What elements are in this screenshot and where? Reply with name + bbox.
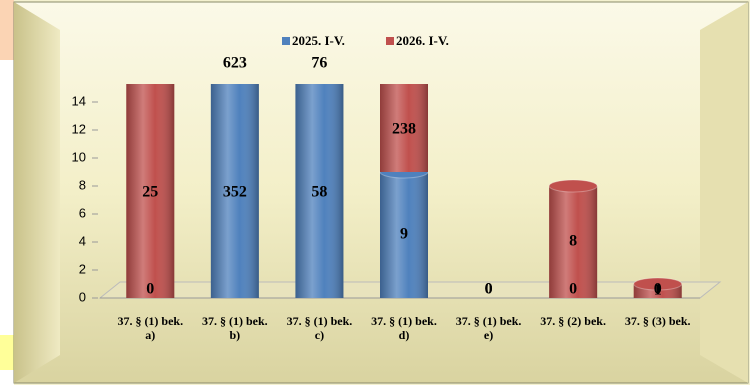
bar-shade bbox=[210, 84, 259, 298]
frame-bevel bbox=[700, 2, 748, 383]
data-label: 0 bbox=[654, 281, 662, 298]
y-tick-label: 8 bbox=[79, 177, 86, 192]
data-label: 0 bbox=[485, 281, 493, 298]
x-tick-label: 37. § (3) bek. bbox=[624, 314, 691, 328]
y-tick-label: 10 bbox=[72, 149, 86, 164]
bar-shade bbox=[549, 186, 598, 298]
legend-swatch bbox=[386, 37, 394, 45]
bar-shade bbox=[126, 84, 175, 298]
x-tick-label: 37. § (1) bek. e) bbox=[455, 314, 522, 342]
y-tick-label: 6 bbox=[79, 205, 86, 220]
x-tick-label: 37. § (1) bek. b) bbox=[202, 314, 268, 342]
x-tick-label: 37. § (2) bek. bbox=[540, 314, 606, 328]
data-label: 0 bbox=[146, 281, 154, 298]
legend-swatch bbox=[282, 37, 290, 45]
data-label: 8 bbox=[569, 233, 577, 250]
bars bbox=[126, 84, 683, 298]
x-tick-label: 37. § (1) bek. c) bbox=[286, 314, 353, 342]
bar-shade bbox=[380, 172, 428, 298]
y-tick-label: 4 bbox=[79, 233, 86, 248]
legend: 2025. I-V. 2026. I-V. bbox=[282, 33, 449, 48]
left-cell bbox=[0, 335, 14, 370]
bar-cap bbox=[548, 179, 598, 193]
left-strip bbox=[0, 0, 14, 385]
legend-label: 2026. I-V. bbox=[396, 33, 449, 48]
bar-shade bbox=[380, 84, 428, 172]
frame-bevel bbox=[14, 2, 60, 383]
x-tick-label: 37. § (1) bek. a) bbox=[117, 314, 184, 342]
data-label: 9 bbox=[400, 226, 408, 243]
data-label: 238 bbox=[392, 121, 416, 138]
data-label: 25 bbox=[142, 184, 158, 201]
data-label: 76 bbox=[311, 55, 327, 72]
y-tick-label: 2 bbox=[79, 261, 86, 276]
bar-cap bbox=[633, 277, 683, 291]
data-label: 0 bbox=[485, 281, 493, 298]
left-cell bbox=[0, 0, 14, 60]
data-label: 0 bbox=[569, 281, 577, 298]
legend-label: 2025. I-V. bbox=[292, 33, 345, 48]
x-tick-label: 37. § (1) bek. d) bbox=[371, 314, 437, 342]
y-tick-label: 14 bbox=[72, 93, 86, 108]
data-label: 1 bbox=[654, 282, 662, 299]
bar-shade bbox=[295, 84, 344, 298]
data-label: 58 bbox=[311, 184, 327, 201]
y-tick-label: 0 bbox=[79, 289, 86, 304]
data-label: 352 bbox=[223, 184, 247, 201]
y-tick-label: 12 bbox=[72, 121, 86, 136]
data-label: 623 bbox=[223, 55, 247, 72]
